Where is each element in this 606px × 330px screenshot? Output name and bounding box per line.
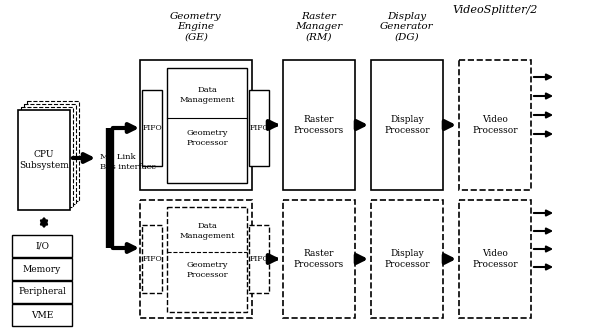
Text: Data
Management: Data Management — [179, 222, 235, 240]
Text: FIFO: FIFO — [142, 124, 162, 132]
Text: Peripheral: Peripheral — [18, 287, 66, 296]
Bar — [140, 200, 252, 318]
Text: Display
Generator
(DG): Display Generator (DG) — [380, 12, 434, 42]
Text: Display
Processor: Display Processor — [384, 249, 430, 269]
Text: VideoSplitter/2: VideoSplitter/2 — [452, 5, 538, 15]
Text: Data
Management: Data Management — [179, 86, 235, 104]
Bar — [167, 68, 247, 183]
Text: Video
Processor: Video Processor — [472, 115, 518, 135]
Text: Raster
Processors: Raster Processors — [294, 249, 344, 269]
Bar — [21, 107, 73, 207]
Bar — [283, 200, 355, 318]
Text: Geometry
Processor: Geometry Processor — [186, 261, 228, 279]
Text: CPU
Subsystem: CPU Subsystem — [19, 150, 69, 170]
Bar — [27, 101, 79, 201]
Text: VME: VME — [31, 311, 53, 319]
Bar — [12, 258, 72, 280]
Text: FIFO: FIFO — [249, 124, 269, 132]
Text: FIFO: FIFO — [249, 255, 269, 263]
Bar — [459, 200, 531, 318]
Text: Raster
Manager
(RM): Raster Manager (RM) — [295, 12, 342, 42]
Text: FIFO: FIFO — [142, 255, 162, 263]
Bar — [142, 90, 162, 166]
Bar — [12, 304, 72, 326]
Text: Geometry
Processor: Geometry Processor — [186, 129, 228, 147]
Bar — [459, 60, 531, 190]
Bar — [18, 110, 70, 210]
Text: I/O: I/O — [35, 242, 49, 250]
Text: Video
Processor: Video Processor — [472, 249, 518, 269]
Bar — [12, 281, 72, 303]
Text: Memory: Memory — [23, 265, 61, 274]
Text: MP Link
Bus interface: MP Link Bus interface — [100, 153, 156, 171]
Bar — [283, 60, 355, 190]
Text: Raster
Processors: Raster Processors — [294, 115, 344, 135]
Bar — [371, 60, 443, 190]
Bar — [140, 60, 252, 190]
Bar — [249, 90, 269, 166]
Bar — [371, 200, 443, 318]
Bar — [167, 207, 247, 312]
Text: Geometry
Engine
(GE): Geometry Engine (GE) — [170, 12, 222, 42]
Text: Display
Processor: Display Processor — [384, 115, 430, 135]
Bar — [24, 104, 76, 204]
Bar — [12, 235, 72, 257]
Bar — [142, 225, 162, 293]
Bar — [249, 225, 269, 293]
